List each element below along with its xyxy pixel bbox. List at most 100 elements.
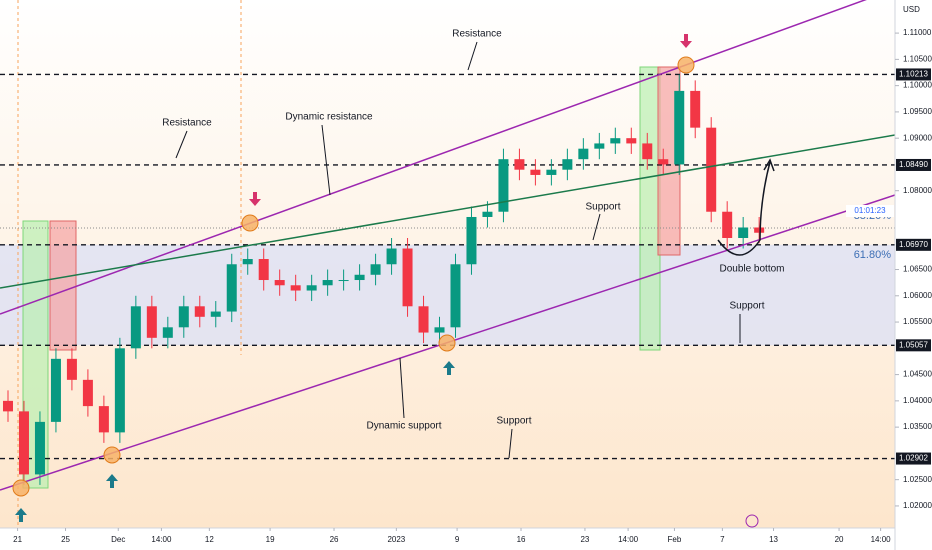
candle-body bbox=[194, 306, 205, 317]
x-tick-label: 21 bbox=[13, 535, 22, 544]
candle-body bbox=[674, 90, 685, 165]
double-bottom-curve bbox=[717, 161, 771, 256]
annotation: Resistance bbox=[162, 118, 212, 129]
x-tick-label: 9 bbox=[455, 535, 460, 544]
level-label: 1.02902 bbox=[899, 454, 928, 463]
x-tick-label: 14:00 bbox=[871, 535, 892, 544]
up-arrow bbox=[106, 474, 118, 488]
x-tick-label: 14:00 bbox=[618, 535, 639, 544]
candle-body bbox=[178, 306, 189, 328]
y-tick-label: 1.03500 bbox=[903, 422, 932, 431]
x-tick-label: Feb bbox=[668, 535, 682, 544]
candle-body bbox=[162, 327, 173, 338]
y-tick-label: 1.09000 bbox=[903, 133, 932, 142]
x-tick-label: 12 bbox=[205, 535, 214, 544]
down-arrow bbox=[249, 192, 261, 206]
candle-body bbox=[450, 264, 461, 328]
time-axis bbox=[0, 528, 895, 550]
level-box bbox=[896, 339, 931, 352]
candle-body bbox=[258, 259, 269, 281]
event-icon bbox=[745, 514, 759, 528]
pivot bbox=[103, 446, 121, 464]
candle-body bbox=[626, 138, 637, 144]
candle-body bbox=[338, 280, 349, 282]
highlight-box bbox=[49, 220, 77, 351]
level-box bbox=[896, 452, 931, 465]
candle-body bbox=[274, 280, 285, 286]
countdown-box bbox=[846, 205, 894, 217]
up-arrows bbox=[15, 361, 455, 522]
candle-body bbox=[594, 143, 605, 149]
candle-body bbox=[578, 148, 589, 160]
x-tick-label: 14:00 bbox=[151, 535, 172, 544]
x-tick-label: 23 bbox=[580, 535, 589, 544]
candle-body bbox=[418, 306, 429, 333]
pivot bbox=[12, 479, 30, 497]
candle-body bbox=[306, 285, 317, 291]
level-label: 1.10213 bbox=[899, 70, 928, 79]
dynamic-line bbox=[0, 134, 896, 289]
pointer bbox=[508, 428, 513, 459]
pointer bbox=[592, 213, 601, 241]
y-tick-label: 1.10000 bbox=[903, 81, 932, 90]
channel-top bbox=[0, 0, 867, 315]
candle-body bbox=[146, 306, 157, 338]
down-arrow bbox=[680, 34, 692, 48]
candle-body bbox=[530, 169, 541, 175]
y-tick-label: 1.09500 bbox=[903, 107, 932, 116]
fib-label: 61.80% bbox=[854, 249, 892, 261]
candle-body bbox=[482, 211, 493, 217]
candle-body bbox=[82, 379, 93, 407]
candle-body bbox=[514, 159, 525, 170]
candle-body bbox=[66, 358, 77, 380]
currency: USD bbox=[903, 5, 920, 14]
pointer bbox=[175, 130, 188, 159]
candle-body bbox=[18, 411, 29, 475]
pivot bbox=[438, 334, 456, 352]
pointer bbox=[399, 357, 405, 419]
pointer bbox=[467, 41, 478, 71]
candle-body bbox=[402, 248, 413, 307]
candle-body bbox=[130, 306, 141, 349]
x-tick-label: 25 bbox=[61, 535, 70, 544]
x-tick-label: 7 bbox=[720, 535, 725, 544]
y-tick-label: 1.08000 bbox=[903, 186, 932, 195]
candle-body bbox=[290, 285, 301, 291]
candle-body bbox=[210, 311, 221, 317]
candle-body bbox=[546, 169, 557, 175]
x-tick-label: 20 bbox=[835, 535, 844, 544]
pivot bbox=[241, 214, 259, 232]
candle-body bbox=[690, 90, 701, 128]
x-tick-label: Dec bbox=[111, 535, 125, 544]
candle-body bbox=[114, 348, 125, 433]
pivot bbox=[677, 56, 695, 74]
level-box bbox=[896, 158, 931, 171]
level-label: 1.05057 bbox=[899, 340, 928, 349]
x-tick-label: 13 bbox=[769, 535, 778, 544]
x-tick-label: 26 bbox=[330, 535, 339, 544]
annotation: Support bbox=[496, 416, 531, 427]
x-tick-label: 19 bbox=[266, 535, 275, 544]
down-arrows bbox=[249, 34, 692, 206]
up-arrow bbox=[443, 361, 455, 375]
y-tick-label: 1.06000 bbox=[903, 291, 932, 300]
candle-body bbox=[738, 227, 749, 238]
candle-body bbox=[706, 127, 717, 212]
candle-body bbox=[466, 216, 477, 265]
x-tick-label: 2023 bbox=[387, 535, 405, 544]
y-tick-label: 1.02500 bbox=[903, 475, 932, 484]
annotation: Support bbox=[585, 202, 620, 213]
annotation: Support bbox=[729, 301, 764, 312]
level-label: 1.08490 bbox=[899, 160, 928, 169]
candle-body bbox=[98, 406, 109, 433]
annotation: Dynamic support bbox=[366, 421, 441, 432]
y-tick-label: 1.10500 bbox=[903, 54, 932, 63]
candle-body bbox=[322, 280, 333, 286]
candle-body bbox=[498, 159, 509, 212]
annotation: Double bottom bbox=[719, 264, 784, 275]
candle-body bbox=[2, 400, 13, 412]
annotation: Dynamic resistance bbox=[285, 112, 373, 123]
x-tick-label: 16 bbox=[517, 535, 526, 544]
candle-body bbox=[370, 264, 381, 275]
